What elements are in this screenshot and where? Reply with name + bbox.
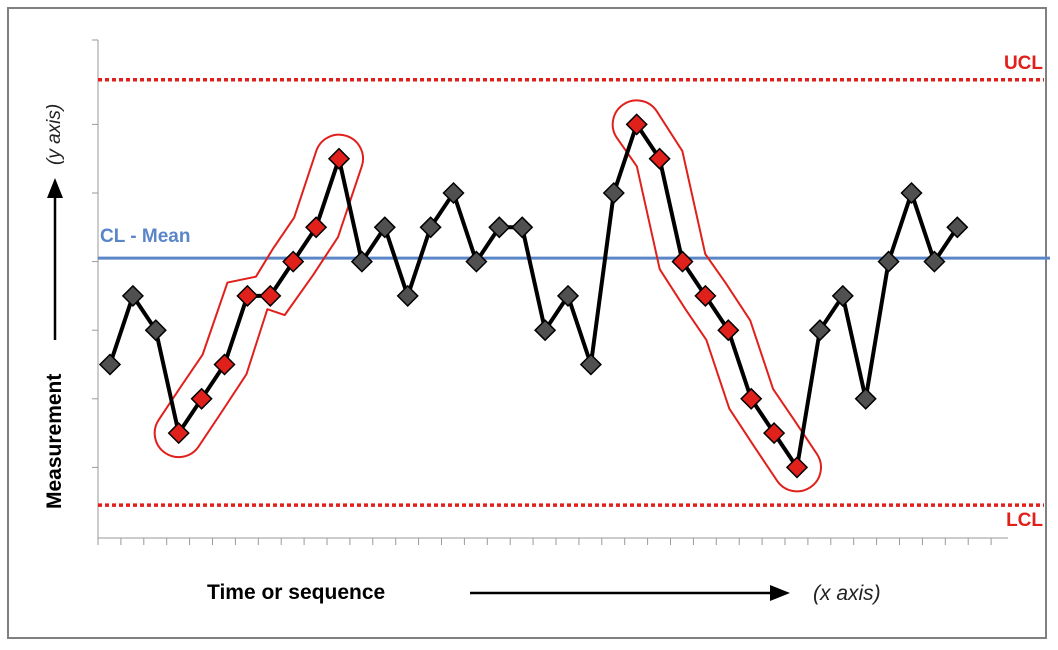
data-point	[350, 250, 373, 273]
highlight-outline-downward-trend	[611, 99, 822, 493]
x-axis-note: (x axis)	[813, 582, 881, 605]
data-point	[396, 284, 419, 307]
data-point-highlighted	[671, 250, 694, 273]
data-point	[488, 216, 511, 239]
data-point-highlighted	[236, 284, 259, 307]
data-point	[579, 353, 602, 376]
lcl-label: LCL	[1006, 510, 1043, 531]
data-point	[465, 250, 488, 273]
x-axis-label: Time or sequence	[207, 581, 385, 604]
data-point	[373, 216, 396, 239]
data-point-highlighted	[648, 147, 671, 170]
axes	[92, 39, 1008, 545]
data-point-highlighted	[282, 250, 305, 273]
data-point	[144, 319, 167, 342]
data-point-highlighted	[305, 216, 328, 239]
data-point-highlighted	[259, 284, 282, 307]
data-point-highlighted	[213, 353, 236, 376]
data-markers	[98, 113, 969, 479]
data-point	[854, 387, 877, 410]
data-point	[900, 181, 923, 205]
y-axis-arrow	[47, 178, 63, 340]
data-point	[808, 319, 831, 342]
data-point	[831, 284, 854, 307]
chart-frame	[7, 7, 1047, 639]
data-point-highlighted	[785, 456, 809, 479]
data-point-highlighted	[625, 113, 648, 136]
data-point-highlighted	[167, 422, 190, 445]
highlight-outline-upward-trend	[153, 133, 364, 458]
data-point	[602, 181, 625, 205]
data-point	[556, 284, 580, 307]
data-point	[877, 250, 900, 273]
data-point-highlighted	[763, 422, 786, 445]
data-point	[534, 319, 557, 342]
data-point-highlighted	[694, 284, 717, 307]
data-point	[98, 353, 122, 376]
data-point-highlighted	[327, 147, 351, 170]
data-point	[511, 216, 534, 239]
data-point	[419, 216, 442, 239]
cl-label: CL - Mean	[100, 226, 190, 247]
data-point-highlighted	[717, 319, 740, 342]
y-axis-label: Measurement	[43, 374, 66, 509]
ucl-label: UCL	[1004, 53, 1043, 74]
data-point	[923, 250, 946, 273]
y-axis-note: (y axis)	[44, 104, 65, 165]
data-point-highlighted	[740, 387, 763, 410]
trend-highlights	[153, 99, 822, 493]
data-point-highlighted	[190, 387, 213, 410]
x-axis-arrow	[470, 585, 790, 601]
data-point	[121, 284, 144, 307]
data-point	[442, 181, 465, 205]
data-point	[946, 216, 969, 239]
